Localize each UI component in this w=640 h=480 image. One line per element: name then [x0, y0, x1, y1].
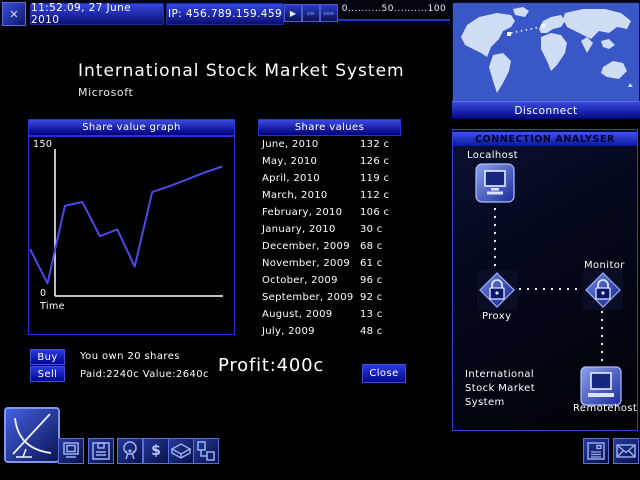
table-row: December, 2009 68 c: [262, 241, 383, 252]
finance-icon[interactable]: $: [143, 438, 169, 464]
route-dots-vertical-2: [601, 311, 603, 365]
buy-button[interactable]: Buy: [30, 349, 65, 365]
hardware-icon[interactable]: [58, 438, 84, 464]
localhost-computer-icon[interactable]: [475, 163, 515, 203]
cpu-usage-gauge: 0..........50..........100: [341, 4, 447, 14]
share-price-line: [29, 165, 223, 285]
file-transfer-icon[interactable]: [193, 438, 219, 464]
paid-value-text: Paid:2240c Value:2640c: [80, 369, 209, 380]
share-values-table: June, 2010 132 c May, 2010 126 c April, 20…: [258, 137, 408, 341]
connection-analyser-panel: CONNECTION ANALYSER Localhost Proxy Moni…: [452, 129, 638, 431]
gateway-icon[interactable]: [168, 438, 194, 464]
route-dots-vertical-1: [494, 208, 496, 268]
world-map: [452, 2, 640, 102]
page-title: International Stock Market System: [78, 61, 405, 81]
world-map-image: [453, 3, 639, 101]
speed-fastest-button[interactable]: ▶▶▶: [320, 4, 338, 22]
uplink-logo-icon[interactable]: [4, 407, 60, 463]
remotehost-label: Remotehost: [573, 403, 638, 414]
localhost-label: Localhost: [467, 150, 519, 161]
company-name: Microsoft: [78, 86, 134, 99]
table-row: February, 2010 106 c: [262, 207, 390, 218]
profit-text: Profit:400c: [218, 355, 325, 376]
persona-status-icon[interactable]: [117, 438, 143, 464]
close-screen-button[interactable]: Close: [362, 364, 406, 383]
table-row: September, 2009 92 c: [262, 292, 383, 303]
table-row: November, 2009 61 c: [262, 258, 383, 269]
email-icon[interactable]: [613, 438, 639, 464]
table-row: October, 2009 96 c: [262, 275, 383, 286]
share-values-titlebar: Share values: [258, 119, 401, 136]
disconnect-button[interactable]: Disconnect: [452, 101, 640, 119]
y-min-label: 0: [40, 288, 47, 299]
table-row: August, 2009 13 c: [262, 309, 383, 320]
connection-analyser-titlebar: CONNECTION ANALYSER: [453, 132, 637, 146]
share-graph-titlebar: Share value graph: [28, 119, 235, 136]
table-row: January, 2010 30 c: [262, 224, 383, 235]
table-row: May, 2010 126 c: [262, 156, 390, 167]
share-value-graph: 150 0 Time: [28, 136, 235, 335]
target-name-line3: System: [465, 397, 505, 408]
target-name-line2: Stock Market: [465, 383, 536, 394]
memory-icon[interactable]: [88, 438, 114, 464]
table-row: July, 2009 48 c: [262, 326, 383, 337]
proxy-lock-icon[interactable]: [479, 272, 515, 308]
share-graph-plot: [29, 149, 223, 297]
speed-normal-button[interactable]: ▶: [284, 4, 302, 22]
target-name-line1: International: [465, 369, 535, 380]
shares-owned-text: You own 20 shares: [80, 351, 180, 362]
cpu-usage-bar: [338, 19, 450, 21]
proxy-label: Proxy: [482, 311, 512, 322]
software-keyboard-icon[interactable]: [583, 438, 609, 464]
speed-fast-button[interactable]: ▶▶: [302, 4, 320, 22]
close-app-icon[interactable]: ✕: [2, 2, 26, 26]
monitor-lock-icon[interactable]: [585, 272, 621, 308]
route-dots-horizontal: [519, 288, 585, 290]
ip-display: IP: 456.789.159.459: [166, 3, 284, 25]
sell-button[interactable]: Sell: [30, 366, 65, 382]
clock-display: 11:52.09, 27 June 2010: [30, 2, 164, 26]
table-row: June, 2010 132 c: [262, 139, 390, 150]
connection-route: [507, 24, 545, 36]
y-max-label: 150: [33, 139, 53, 150]
monitor-label: Monitor: [584, 260, 625, 271]
remotehost-computer-icon[interactable]: [580, 366, 622, 406]
table-row: March, 2010 112 c: [262, 190, 390, 201]
table-row: April, 2010 119 c: [262, 173, 390, 184]
x-axis-label: Time: [40, 301, 65, 312]
